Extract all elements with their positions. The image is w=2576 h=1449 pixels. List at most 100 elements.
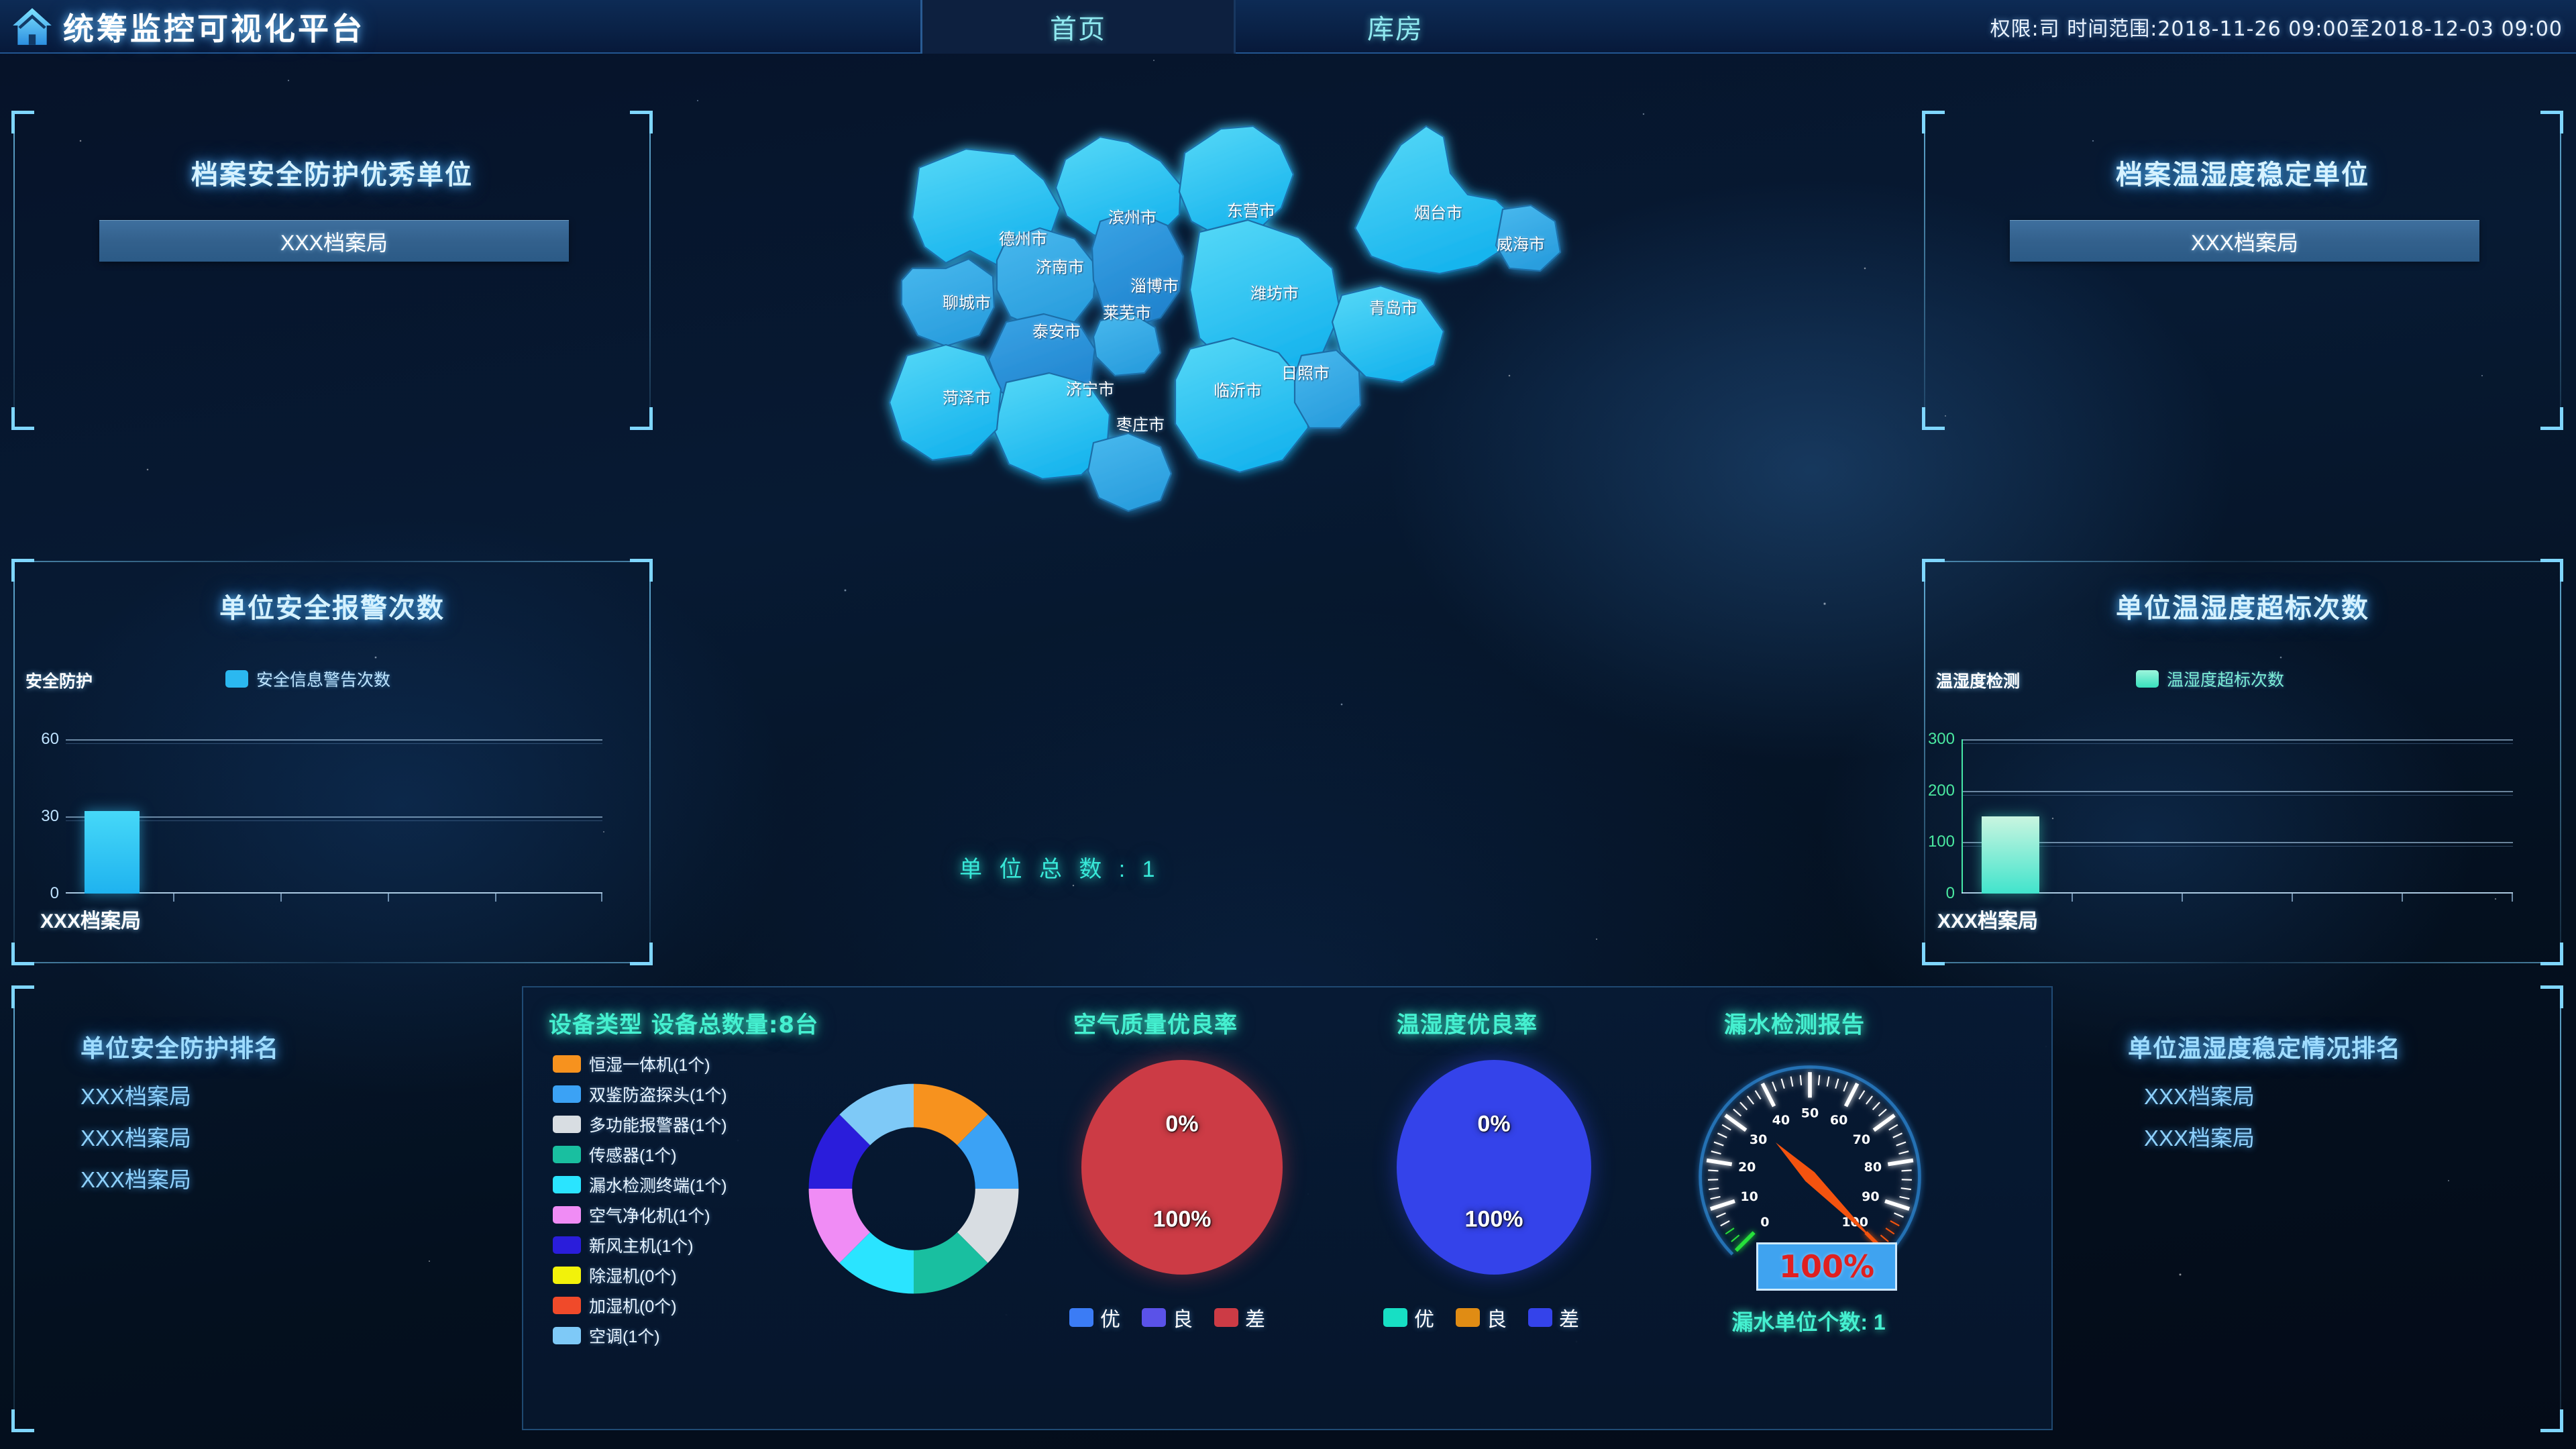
excellent-unit-chip[interactable]: XXX档案局 [99, 220, 569, 262]
legend-label: 漏水检测终端(1个) [589, 1177, 727, 1195]
legend-label: 差 [1245, 1309, 1265, 1331]
corner-bracket-icon [630, 111, 653, 133]
corner-bracket-icon [2540, 1409, 2563, 1432]
device-legend-item[interactable]: 新风主机(1个) [553, 1233, 694, 1257]
gauge-major-tick [1887, 1158, 1914, 1167]
gridline [1962, 743, 2513, 744]
tab-home[interactable]: 首页 [920, 0, 1236, 54]
y-tick-30: 30 [41, 807, 59, 825]
donut-slice[interactable] [957, 1114, 1019, 1189]
panel-device-and-metrics: 设备类型 设备总数量:8台 恒湿一体机(1个) 双鉴防盗探头(1个) 多功能报警器(… [522, 986, 2053, 1430]
gauge-minor-tick [1872, 1102, 1880, 1110]
panel-title-security-excellent: 档案安全防护优秀单位 [191, 160, 473, 191]
x-tick [2182, 894, 2183, 902]
chart-axis-label-temp-humidity: 温湿度检测 [1936, 672, 2021, 691]
device-legend-item[interactable]: 双鉴防盗探头(1个) [553, 1082, 727, 1106]
list-item[interactable]: XXX档案局 [80, 1084, 192, 1109]
corner-bracket-icon [630, 407, 653, 430]
gauge-minor-tick [1900, 1187, 1911, 1191]
gridline [66, 816, 602, 818]
y-tick-0: 0 [50, 884, 59, 902]
gauge-minor-tick [1739, 1102, 1748, 1110]
gauge-minor-tick [1901, 1169, 1912, 1172]
gauge-minor-tick [1866, 1095, 1873, 1105]
air-quality-pie[interactable] [1081, 1060, 1283, 1275]
legend-swatch [553, 1176, 581, 1193]
section-title-temp-humidity-rate: 温湿度优良率 [1397, 1012, 1538, 1038]
legend-label: 空调(1个) [589, 1328, 660, 1346]
gauge-minor-tick [1835, 1078, 1839, 1089]
device-legend-item[interactable]: 加湿机(0个) [553, 1293, 677, 1318]
device-legend-item[interactable]: 空调(1个) [553, 1324, 660, 1348]
donut-slice[interactable] [808, 1189, 871, 1263]
device-legend-item[interactable]: 空气净化机(1个) [553, 1203, 710, 1227]
gauge-minor-tick [1898, 1150, 1909, 1155]
bar-temp-humidity-exceed[interactable] [1982, 816, 2039, 894]
gauge-tick-label: 20 [1738, 1160, 1756, 1175]
legend-label: 除湿机(0个) [589, 1267, 677, 1286]
gauge-minor-tick [1725, 1228, 1735, 1235]
list-item[interactable]: XXX档案局 [2144, 1126, 2255, 1150]
gauge-major-tick [1709, 1199, 1735, 1211]
donut-slice[interactable] [839, 1232, 914, 1294]
gauge-minor-tick [1754, 1090, 1762, 1100]
brand: 统筹监控可视化平台 [9, 1, 365, 52]
gauge-tick-label: 50 [1801, 1106, 1819, 1121]
legend-label: 多功能报警器(1个) [589, 1116, 727, 1135]
temp-humidity-legend[interactable]: 优 良 差 [1383, 1303, 1579, 1332]
stable-unit-chip[interactable]: XXX档案局 [2010, 220, 2479, 262]
gridline [66, 743, 602, 744]
shandong-map[interactable]: 滨州市 东营市 烟台市 威海市 德州市 济南市 淄博市 潍坊市 青岛市 聊城市 莱芜市 泰安市 日照市临… [631, 67, 1959, 973]
donut-slice[interactable] [808, 1114, 871, 1189]
page-title: 统筹监控可视化平台 [63, 11, 365, 47]
device-legend-item[interactable]: 漏水检测终端(1个) [553, 1173, 727, 1197]
corner-bracket-icon [630, 943, 653, 965]
x-tick [601, 894, 602, 902]
corner-bracket-icon [11, 943, 34, 965]
list-item[interactable]: XXX档案局 [80, 1126, 192, 1150]
device-legend-item[interactable]: 除湿机(0个) [553, 1263, 677, 1287]
x-tick [2402, 894, 2403, 902]
legend-swatch [225, 670, 248, 688]
ranking-title-temp-humidity: 单位温湿度稳定情况排名 [2128, 1034, 2402, 1062]
donut-slice[interactable] [957, 1189, 1019, 1263]
gauge-minor-tick [1733, 1108, 1742, 1117]
bar-security-alarm[interactable] [85, 811, 140, 894]
gauge-minor-tick [1880, 1234, 1889, 1242]
air-quality-legend[interactable]: 优 良 差 [1069, 1303, 1265, 1332]
device-donut-chart[interactable] [800, 1075, 1028, 1303]
gridline [66, 820, 602, 821]
list-item[interactable]: XXX档案局 [80, 1167, 192, 1192]
gauge-minor-tick [1711, 1150, 1721, 1155]
corner-bracket-icon [1922, 943, 1945, 965]
x-tick [495, 894, 496, 902]
gauge-minor-tick [1790, 1076, 1794, 1087]
panel-edge [649, 130, 651, 411]
list-item[interactable]: XXX档案局 [2144, 1084, 2255, 1109]
tab-warehouse[interactable]: 库房 [1367, 15, 1424, 44]
legend-swatch [553, 1146, 581, 1163]
donut-slice[interactable] [914, 1083, 988, 1146]
corner-bracket-icon [11, 407, 34, 430]
device-legend-item[interactable]: 多功能报警器(1个) [553, 1112, 727, 1136]
corner-bracket-icon [11, 559, 34, 582]
leak-unit-count: 漏水单位个数: 1 [1731, 1310, 1886, 1334]
gauge-minor-tick [1780, 1078, 1785, 1089]
legend-swatch [553, 1085, 581, 1103]
chart-legend-temp-humidity[interactable]: 温湿度超标次数 [2136, 667, 2284, 691]
panel-edge [2560, 1005, 2561, 1413]
y-tick-0: 0 [1945, 884, 1955, 902]
chart-legend-security[interactable]: 安全信息警告次数 [225, 667, 390, 691]
panel-temp-humidity-stable-unit: 档案温湿度稳定单位 XXX档案局 [1922, 111, 2563, 430]
device-legend-item[interactable]: 传感器(1个) [553, 1142, 677, 1167]
x-tick [2072, 894, 2073, 902]
device-legend-item[interactable]: 恒湿一体机(1个) [553, 1052, 710, 1076]
temp-humidity-pie[interactable] [1397, 1060, 1591, 1275]
donut-slice[interactable] [914, 1232, 988, 1294]
corner-bracket-icon [1922, 111, 1945, 133]
legend-label: 温湿度超标次数 [2167, 671, 2285, 690]
donut-slice[interactable] [839, 1083, 914, 1146]
panel-edge [2560, 578, 2561, 946]
